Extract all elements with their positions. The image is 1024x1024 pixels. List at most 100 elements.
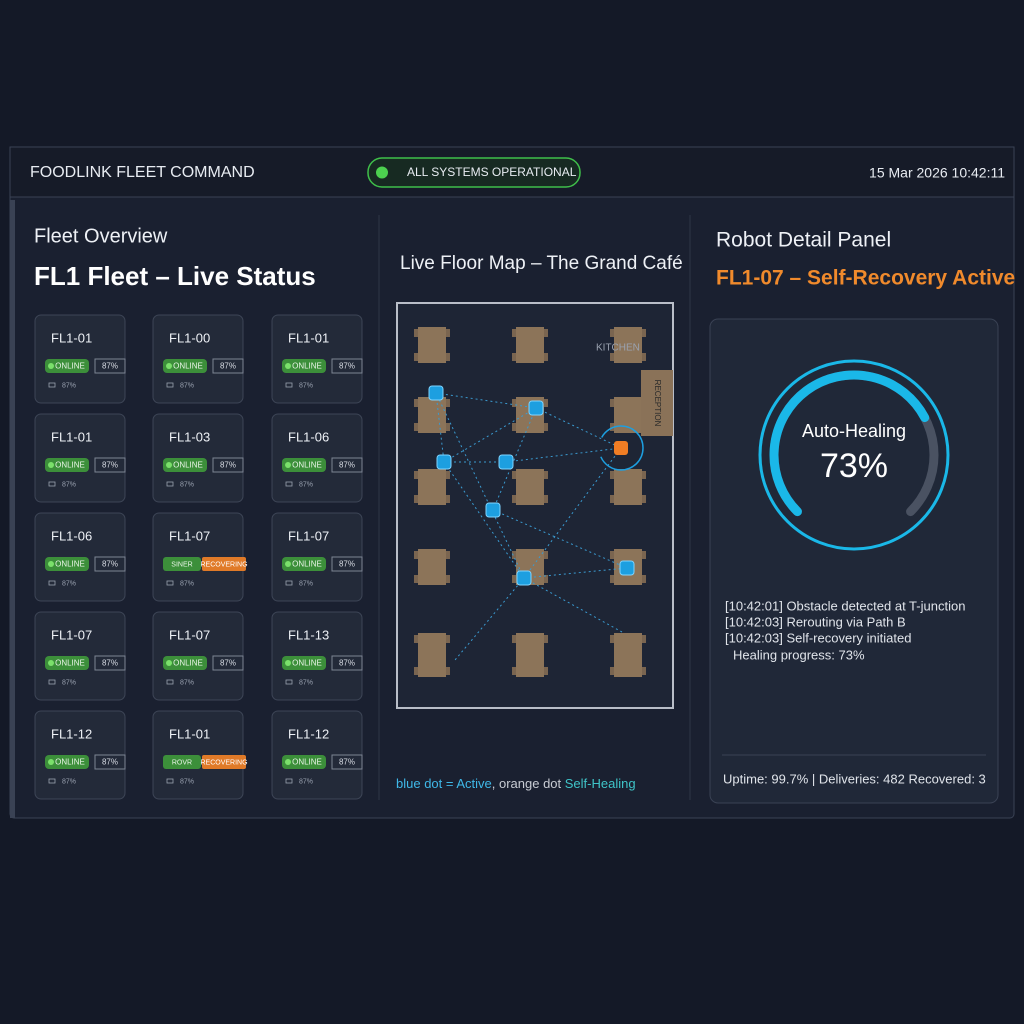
battery: 87%: [220, 659, 236, 668]
card-grid: FL1-01 ONLINE 87% 87% FL1-00 ONLINE 87% 87% FL1-…: [34, 314, 363, 800]
status: ONLINE: [292, 461, 322, 470]
battery: 87%: [102, 659, 118, 668]
reception-label: RECEPTION: [653, 380, 662, 427]
battery: 87%: [102, 758, 118, 767]
battery: 87%: [102, 560, 118, 569]
battery-icon: [166, 778, 174, 784]
table: [418, 633, 446, 677]
card-footer: 87%: [180, 481, 194, 488]
route: [523, 577, 623, 633]
route: [523, 447, 622, 579]
robot-active: [498, 454, 514, 470]
log-line: [10:42:01] Obstacle detected at T-juncti…: [725, 598, 965, 613]
battery-icon: [285, 580, 293, 586]
brand: FOODLINK FLEET COMMAND: [30, 164, 255, 181]
card-footer: 87%: [180, 382, 194, 389]
detail-footer: Uptime: 99.7% | Deliveries: 482 Recovere…: [723, 771, 986, 786]
status-pill: [163, 557, 201, 571]
battery-box: [331, 556, 363, 572]
map-legend: blue dot = Active, orange dot Self-Heali…: [396, 776, 636, 791]
table: [614, 327, 642, 363]
battery-box: [94, 358, 126, 374]
route: [435, 392, 537, 409]
table: [614, 633, 642, 677]
battery: 87%: [339, 362, 355, 371]
battery-box: [212, 655, 244, 671]
gauge-label: Auto-Healing: [802, 421, 906, 441]
status-dot: [285, 363, 291, 369]
robot-active: [516, 570, 532, 586]
battery: 87%: [339, 659, 355, 668]
battery-box: [94, 655, 126, 671]
alert: RECOVERING: [200, 759, 247, 766]
robot-id: FL1-12: [288, 726, 329, 741]
legend-healing: Self-Healing: [565, 776, 636, 791]
status: ONLINE: [55, 362, 85, 371]
gauge-outer: [758, 359, 950, 551]
header-bar: [9, 146, 1015, 198]
battery-icon: [285, 679, 293, 685]
robot-id: FL1-01: [288, 330, 329, 345]
detail-title: Robot Detail Panel: [716, 229, 891, 252]
table: [418, 469, 446, 505]
battery: 87%: [220, 461, 236, 470]
robot-id: FL1-06: [288, 429, 329, 444]
status-pill: [282, 755, 326, 769]
card-footer: 87%: [62, 778, 76, 785]
battery-icon: [285, 778, 293, 784]
status-pill: [163, 755, 201, 769]
status-pill: [163, 458, 207, 472]
table: [516, 633, 544, 677]
card-footer: 87%: [180, 778, 194, 785]
status-pill: [45, 557, 89, 571]
robot-id: FL1-01: [169, 726, 210, 741]
battery-icon: [48, 580, 56, 586]
status-dot: [285, 561, 291, 567]
route: [535, 407, 622, 449]
status-dot: [48, 660, 54, 666]
status-dot: [48, 462, 54, 468]
battery: 87%: [102, 461, 118, 470]
status: ONLINE: [292, 659, 322, 668]
status: ONLINE: [55, 461, 85, 470]
robot-id: FL1-07: [169, 528, 210, 543]
alert-pill: [202, 755, 246, 769]
status: ONLINE: [173, 659, 203, 668]
robot-active: [436, 454, 452, 470]
battery-box: [331, 358, 363, 374]
battery-box: [94, 556, 126, 572]
route: [443, 461, 525, 579]
status-pill: [163, 656, 207, 670]
status: ONLINE: [173, 461, 203, 470]
status-dot: [285, 759, 291, 765]
status-dot: [48, 561, 54, 567]
battery-icon: [285, 481, 293, 487]
status-dot: [48, 363, 54, 369]
battery-box: [94, 754, 126, 770]
robot-id: FL1-07: [169, 627, 210, 642]
card-footer: 87%: [62, 679, 76, 686]
alert: RECOVERING: [200, 561, 247, 568]
log-line: Healing progress: 73%: [733, 647, 865, 662]
table: [418, 549, 446, 585]
status-pill: [282, 458, 326, 472]
status-pill: [163, 359, 207, 373]
battery: 87%: [220, 362, 236, 371]
robot-id: FL1-07: [51, 627, 92, 642]
battery-icon: [48, 382, 56, 388]
scrollbar: [10, 200, 15, 818]
battery-box: [94, 457, 126, 473]
status-dot: [48, 759, 54, 765]
status: ROVR: [172, 759, 192, 766]
robot-status: FL1-07 – Self-Recovery Active: [716, 267, 1015, 290]
battery-icon: [285, 382, 293, 388]
robot-id: FL1-00: [169, 330, 210, 345]
battery: 87%: [339, 758, 355, 767]
healing-ring: [598, 425, 644, 471]
table: [418, 397, 446, 433]
route: [435, 392, 445, 463]
status-dot: [376, 166, 388, 179]
legend-orange: , orange dot: [492, 776, 565, 791]
status-pill: [282, 359, 326, 373]
